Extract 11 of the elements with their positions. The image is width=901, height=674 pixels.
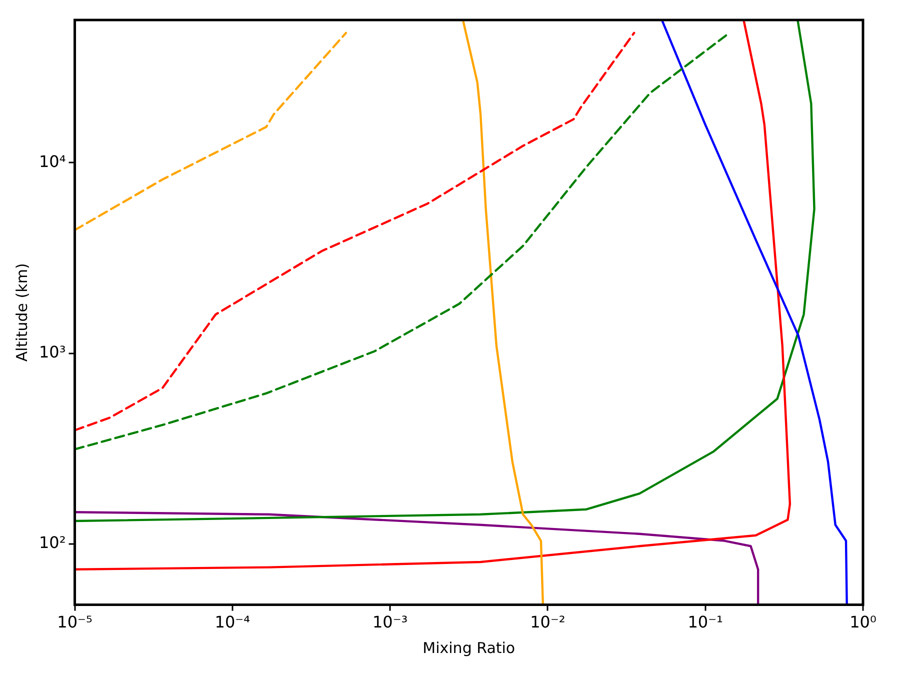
x-tick-label: 10⁻⁵ <box>57 612 92 632</box>
x-tick-label: 10⁻³ <box>372 612 408 632</box>
x-axis-title: Mixing Ratio <box>422 638 516 657</box>
y-axis-title: Altitude (km) <box>12 263 31 362</box>
x-tick-label: 10⁰ <box>850 612 876 632</box>
x-tick-label: 10⁻¹ <box>688 612 723 632</box>
y-tick-label: 10⁴ <box>38 152 66 171</box>
x-tick-label: 10⁻⁴ <box>214 612 250 632</box>
x-tick-label: 10⁻² <box>530 612 566 632</box>
y-tick-label: 10² <box>38 533 66 552</box>
y-tick-label: 10³ <box>38 342 66 362</box>
